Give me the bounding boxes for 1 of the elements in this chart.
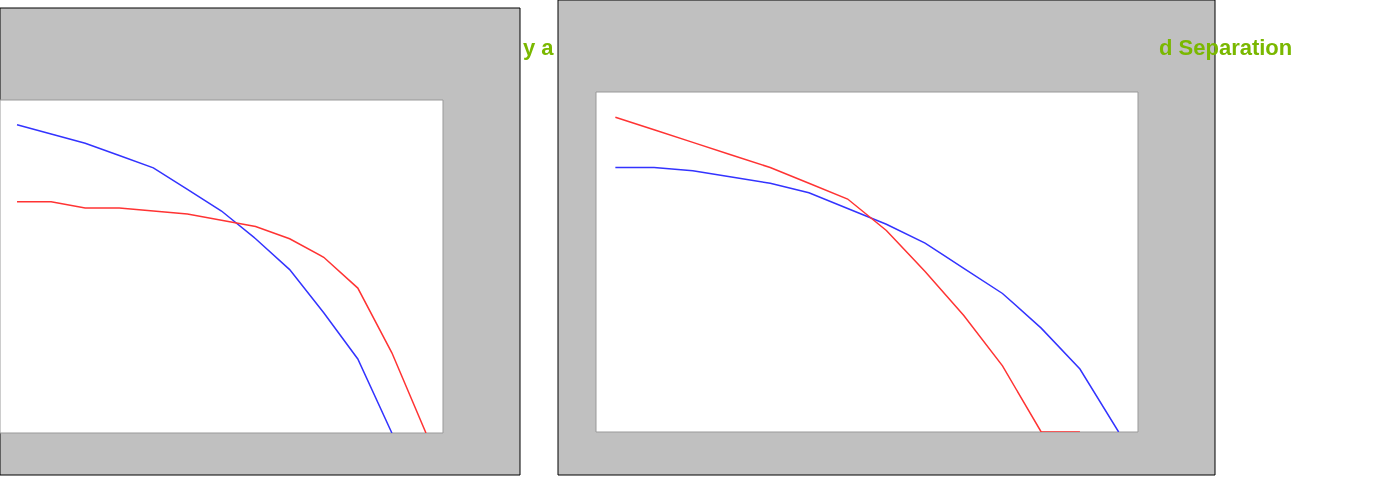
text: y a: [523, 35, 555, 60]
